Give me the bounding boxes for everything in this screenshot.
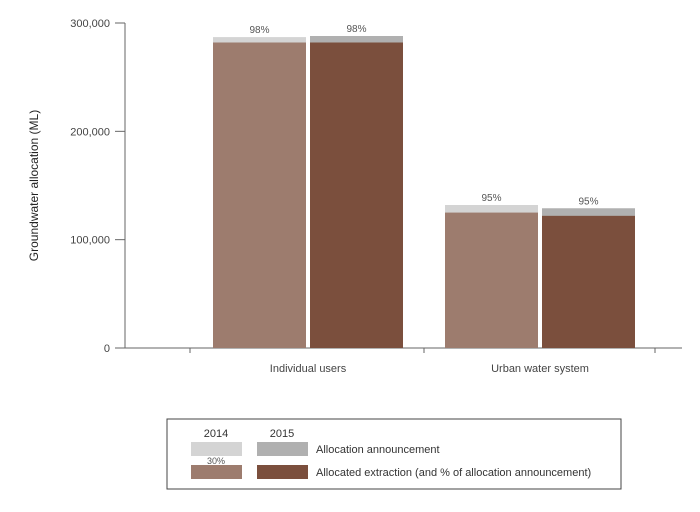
legend-label: Allocation announcement xyxy=(316,444,440,456)
legend-box xyxy=(166,418,622,490)
y-tick-label: 100,000 xyxy=(70,235,110,247)
bar-allocated-extraction-2014 xyxy=(213,42,306,348)
y-tick-label: 300,000 xyxy=(70,18,110,30)
legend-swatch-2014 xyxy=(191,442,242,456)
bar-allocated-extraction-2015 xyxy=(542,215,635,348)
bar-data-label: 98% xyxy=(346,24,366,35)
legend-swatch-2015 xyxy=(257,465,308,479)
legend-swatch-2014 xyxy=(191,465,242,479)
bar-data-label: 98% xyxy=(249,25,269,36)
y-tick-label: 0 xyxy=(104,343,110,355)
x-tick-label: Individual users xyxy=(270,363,347,375)
legend-swatch-2015 xyxy=(257,442,308,456)
legend-year-label: 2015 xyxy=(270,428,294,440)
y-tick-label: 200,000 xyxy=(70,126,110,138)
bar-data-label: 95% xyxy=(481,193,501,204)
bar-allocated-extraction-2015 xyxy=(310,42,403,348)
x-tick-label: Urban water system xyxy=(491,363,589,375)
legend-label: Allocated extraction (and % of allocatio… xyxy=(316,467,591,479)
bar-data-label: 95% xyxy=(578,196,598,207)
legend-sample-label: 30% xyxy=(207,456,225,466)
legend-year-label: 2014 xyxy=(204,428,228,440)
bar-allocated-extraction-2014 xyxy=(445,212,538,348)
y-axis-label: Groundwater allocation (ML) xyxy=(27,110,41,261)
